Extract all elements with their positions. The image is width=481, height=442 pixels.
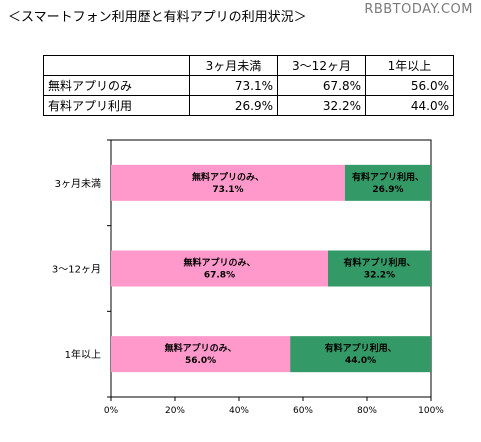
x-tick-label: 60% bbox=[293, 406, 313, 416]
bar-value-label: 73.1% bbox=[212, 185, 243, 195]
bar-series-label: 無料アプリのみ、 bbox=[183, 257, 255, 269]
category-label: 3～12ヶ月 bbox=[52, 264, 101, 276]
bar-segment bbox=[290, 336, 431, 373]
category-label: 1年以上 bbox=[65, 348, 101, 361]
table-header-row: 3ヶ月未満 3～12ヶ月 1年以上 bbox=[43, 55, 454, 76]
x-tick-label: 80% bbox=[357, 406, 377, 416]
bar-segment bbox=[111, 164, 345, 201]
bar-value-label: 26.9% bbox=[372, 185, 403, 195]
x-tick-label: 100% bbox=[418, 406, 444, 416]
table-cell: 73.1% bbox=[189, 75, 278, 96]
bar-value-label: 44.0% bbox=[345, 356, 376, 366]
data-table: 3ヶ月未満 3～12ヶ月 1年以上 無料アプリのみ 73.1% 67.8% 56… bbox=[43, 55, 454, 116]
watermark: RBBTODAY.COM bbox=[364, 2, 473, 17]
bar-segment bbox=[327, 250, 431, 287]
x-tick-label: 40% bbox=[229, 406, 249, 416]
table-header-cell: 3～12ヶ月 bbox=[277, 55, 366, 76]
bar-value-label: 56.0% bbox=[185, 356, 216, 366]
bar-series-label: 有料アプリ利用、 bbox=[325, 342, 397, 354]
bar-value-label: 32.2% bbox=[364, 271, 395, 281]
table-cell: 56.0% bbox=[365, 75, 454, 96]
table-cell: 32.2% bbox=[277, 95, 366, 116]
category-label: 3ヶ月未満 bbox=[55, 178, 101, 190]
table-row: 有料アプリ利用 26.9% 32.2% 44.0% bbox=[43, 95, 454, 116]
bar-series-label: 無料アプリのみ、 bbox=[165, 342, 237, 354]
page-title: ＜スマートフォン利用歴と有料アプリの利用状況＞ bbox=[8, 10, 307, 25]
table-cell: 44.0% bbox=[365, 95, 454, 116]
bar-segment bbox=[111, 336, 291, 373]
bar-series-label: 有料アプリ利用、 bbox=[343, 257, 415, 269]
bar-series-label: 有料アプリ利用、 bbox=[352, 171, 424, 183]
bar-segment bbox=[344, 164, 431, 201]
x-tick-label: 0% bbox=[104, 406, 119, 416]
bar-series-label: 無料アプリのみ、 bbox=[192, 171, 264, 183]
table-header-cell: 3ヶ月未満 bbox=[189, 55, 278, 76]
x-tick-label: 20% bbox=[165, 406, 185, 416]
bar-value-label: 67.8% bbox=[204, 271, 235, 281]
bar-segment bbox=[111, 250, 328, 287]
table-row-label: 有料アプリ利用 bbox=[43, 95, 190, 116]
table-cell: 26.9% bbox=[189, 95, 278, 116]
